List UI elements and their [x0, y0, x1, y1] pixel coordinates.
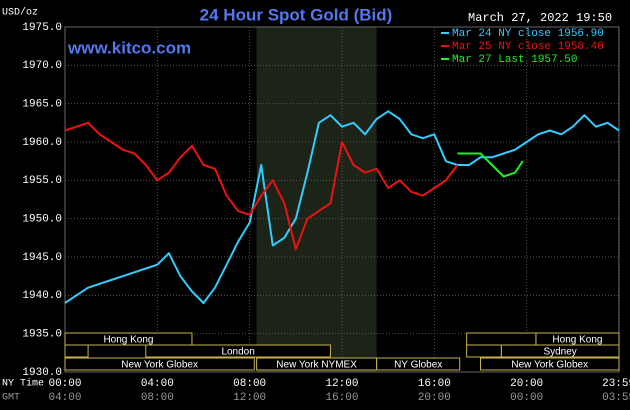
x-tick-label: 00:00 [48, 378, 81, 390]
session-label: Hong Kong [103, 335, 153, 346]
session-label: NY Globex [394, 360, 442, 371]
x-tick-label: 08:00 [233, 378, 266, 390]
x-axis-label: NY Time [2, 378, 44, 390]
x2-tick-label: 16:00 [325, 392, 358, 404]
plot-frame [64, 26, 620, 373]
x2-tick-label: 00:00 [510, 392, 543, 404]
x-tick-label: 12:00 [325, 378, 358, 390]
session-label: New York NYMEX [276, 360, 357, 371]
session-label: New York Globex [511, 360, 588, 371]
x2-tick-label: 03:59 [602, 392, 630, 404]
x2-tick-label: 12:00 [233, 392, 266, 404]
session-label: Sydney [543, 347, 576, 358]
shaded-session [256, 27, 377, 372]
y-tick-label: 1965.0 [22, 99, 62, 111]
x2-axis-label: GMT [2, 393, 20, 404]
y-tick-label: 1955.0 [22, 175, 62, 187]
series-line [64, 121, 459, 251]
legend-label: Mar 27 Last 1957.50 [452, 54, 577, 66]
x2-tick-label: 08:00 [141, 392, 174, 404]
y-tick-label: 1930.0 [22, 367, 62, 379]
x-tick-label: 23:59 [602, 378, 630, 390]
session-box [64, 357, 255, 371]
y-tick-label: 1945.0 [22, 252, 62, 264]
y-tick-label: 1950.0 [22, 214, 62, 226]
session-label: Hong Kong [552, 335, 602, 346]
x-tick-label: 16:00 [418, 378, 451, 390]
session-box [64, 344, 89, 358]
y-tick-label: 1935.0 [22, 329, 62, 341]
session-box [64, 332, 193, 346]
y-tick-label: 1975.0 [22, 22, 62, 34]
x-tick-label: 04:00 [141, 378, 174, 390]
y-axis-unit: USD/oz [2, 7, 38, 19]
x2-tick-label: 20:00 [418, 392, 451, 404]
session-label: London [221, 347, 254, 358]
session-box [480, 357, 620, 371]
chart-title: 24 Hour Spot Gold (Bid) [200, 5, 393, 24]
website: www.kitco.com [67, 38, 191, 57]
session-box [145, 344, 331, 358]
session-label: New York Globex [121, 360, 198, 371]
session-box [466, 332, 537, 346]
session-box [376, 357, 461, 371]
series-line [457, 152, 524, 178]
y-tick-label: 1970.0 [22, 60, 62, 72]
session-box [466, 344, 502, 358]
y-tick-label: 1960.0 [22, 137, 62, 149]
legend-label: Mar 25 NY close 1958.40 [452, 41, 604, 53]
legend-label: Mar 24 NY close 1956.90 [452, 28, 604, 40]
y-tick-label: 1940.0 [22, 290, 62, 302]
x-tick-label: 20:00 [510, 378, 543, 390]
series-line [64, 110, 620, 304]
timestamp: March 27, 2022 19:50 [468, 11, 612, 25]
x2-tick-label: 04:00 [48, 392, 81, 404]
